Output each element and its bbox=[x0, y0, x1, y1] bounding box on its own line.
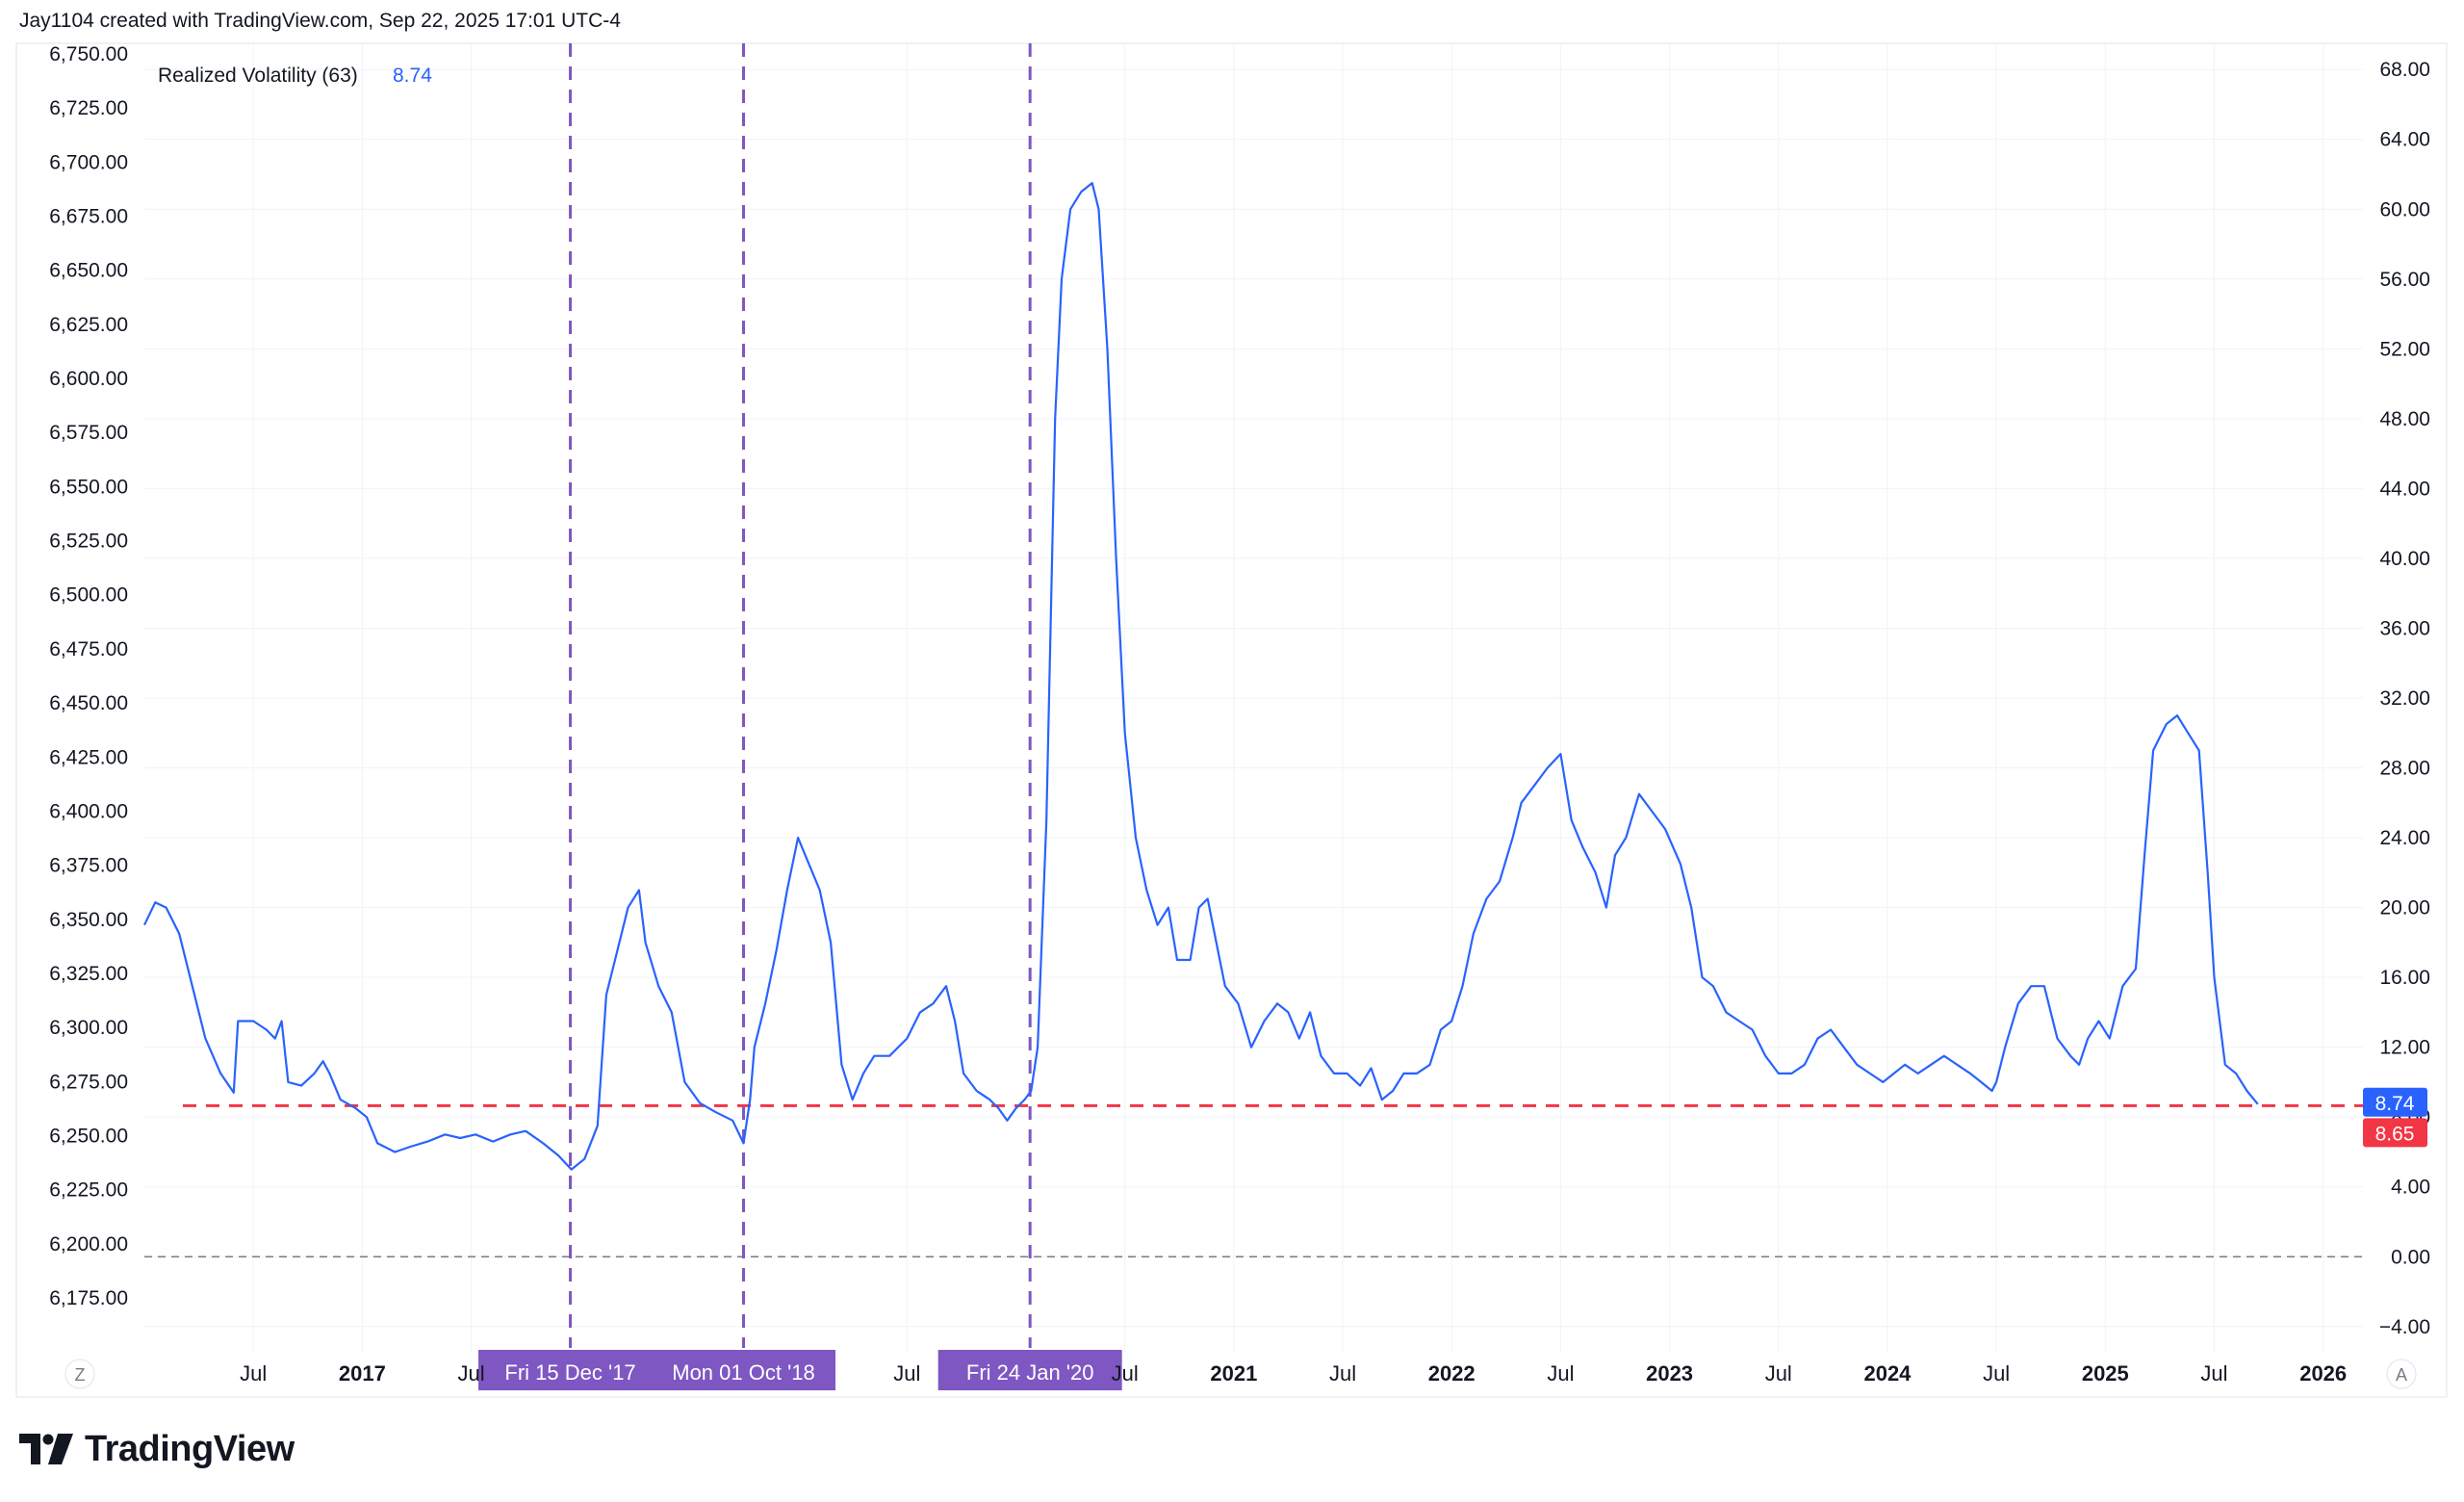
time-axis[interactable]: Jul 2017 Jul Jul Jul 2021 Jul 2022 Jul 2023 Jul 202… bbox=[240, 1361, 2347, 1385]
chart-attribution: Jay1104 created with TradingView.com, Se… bbox=[19, 10, 621, 32]
current-value-badge-label: 8.74 bbox=[2375, 1093, 2415, 1115]
left-axis-tick-label: 6,625.00 bbox=[49, 314, 128, 336]
left-axis-tick-label: 6,375.00 bbox=[49, 855, 128, 877]
tradingview-logo[interactable]: TradingView bbox=[19, 1425, 295, 1473]
time-axis-tick-label: 2023 bbox=[1646, 1361, 1693, 1385]
reference-value-badge-label: 8.65 bbox=[2375, 1123, 2415, 1145]
left-axis-tick-label: 6,350.00 bbox=[49, 909, 128, 931]
grid-lines bbox=[144, 43, 2363, 1353]
chart-canvas[interactable]: Fri 15 Dec '17 Mon 01 Oct '18 Fri 24 Jan '… bbox=[0, 0, 2464, 1415]
zoom-reset-label: Z bbox=[75, 1365, 86, 1385]
left-axis-tick-label: 6,475.00 bbox=[49, 638, 128, 660]
right-axis-tick-label: 68.00 bbox=[2379, 59, 2430, 81]
left-axis-tick-label: 6,250.00 bbox=[49, 1125, 128, 1147]
left-axis-tick-label: 6,225.00 bbox=[49, 1179, 128, 1202]
right-axis-tick-label: 56.00 bbox=[2379, 269, 2430, 291]
right-axis-tick-label: 40.00 bbox=[2379, 548, 2430, 570]
left-axis-tick-label: 6,175.00 bbox=[49, 1287, 128, 1309]
chart-frame bbox=[15, 42, 2448, 1398]
left-axis-tick-label: 6,550.00 bbox=[49, 476, 128, 498]
auto-scale-button[interactable]: A bbox=[2386, 1359, 2417, 1389]
event-marker-label-box bbox=[937, 1350, 1122, 1390]
tradingview-logo-text: TradingView bbox=[85, 1428, 295, 1469]
time-axis-tick-label: Jul bbox=[240, 1361, 267, 1385]
right-price-axis[interactable]: 68.00 64.00 60.00 56.00 52.00 48.00 44.00 40.00… bbox=[2379, 59, 2430, 1338]
right-axis-tick-label: 48.00 bbox=[2379, 408, 2430, 430]
zoom-reset-button[interactable]: Z bbox=[64, 1359, 95, 1389]
left-axis-tick-label: 6,750.00 bbox=[49, 43, 128, 65]
right-axis-tick-label: 60.00 bbox=[2379, 198, 2430, 220]
time-axis-tick-label: Jul bbox=[1547, 1361, 1574, 1385]
left-axis-tick-label: 6,425.00 bbox=[49, 746, 128, 768]
right-axis-tick-label: −4.00 bbox=[2379, 1316, 2430, 1338]
time-axis-tick-label: 2025 bbox=[2082, 1361, 2129, 1385]
auto-scale-label: A bbox=[2396, 1365, 2407, 1385]
left-axis-tick-label: 6,725.00 bbox=[49, 97, 128, 119]
right-axis-tick-label: 12.00 bbox=[2379, 1037, 2430, 1059]
time-axis-tick-label: Jul bbox=[457, 1361, 484, 1385]
left-axis-tick-label: 6,525.00 bbox=[49, 531, 128, 553]
left-axis-tick-label: 6,300.00 bbox=[49, 1017, 128, 1039]
left-axis-tick-label: 6,450.00 bbox=[49, 692, 128, 714]
event-markers: Fri 15 Dec '17 Mon 01 Oct '18 Fri 24 Jan '… bbox=[478, 43, 1122, 1390]
right-axis-tick-label: 24.00 bbox=[2379, 827, 2430, 849]
tradingview-logo-icon bbox=[19, 1434, 73, 1464]
time-axis-tick-label: 2026 bbox=[2299, 1361, 2347, 1385]
time-axis-tick-label: 2021 bbox=[1210, 1361, 1257, 1385]
right-axis-tick-label: 52.00 bbox=[2379, 338, 2430, 360]
time-axis-tick-label: Jul bbox=[1983, 1361, 2010, 1385]
time-axis-tick-label: Jul bbox=[893, 1361, 920, 1385]
left-axis-tick-label: 6,600.00 bbox=[49, 368, 128, 390]
right-axis-tick-label: 36.00 bbox=[2379, 617, 2430, 639]
time-axis-tick-label: Jul bbox=[2200, 1361, 2227, 1385]
price-badges: 8.74 8.65 bbox=[2363, 1087, 2427, 1148]
event-marker-label: Fri 15 Dec '17 bbox=[504, 1360, 635, 1385]
event-marker-label: Fri 24 Jan '20 bbox=[966, 1360, 1094, 1385]
time-axis-tick-label: 2022 bbox=[1428, 1361, 1476, 1385]
indicator-value: 8.74 bbox=[393, 65, 432, 87]
left-axis-tick-label: 6,675.00 bbox=[49, 206, 128, 228]
time-axis-tick-label: Jul bbox=[1112, 1361, 1139, 1385]
time-axis-tick-label: Jul bbox=[1765, 1361, 1792, 1385]
time-axis-tick-label: 2024 bbox=[1863, 1361, 1912, 1385]
right-axis-tick-label: 16.00 bbox=[2379, 967, 2430, 989]
left-axis-tick-label: 6,325.00 bbox=[49, 963, 128, 985]
left-axis-tick-label: 6,400.00 bbox=[49, 800, 128, 822]
time-axis-tick-label: Jul bbox=[1329, 1361, 1356, 1385]
event-marker-label-box bbox=[652, 1350, 836, 1390]
right-axis-tick-label: 44.00 bbox=[2379, 478, 2430, 500]
right-axis-tick-label: 64.00 bbox=[2379, 129, 2430, 151]
left-axis-tick-label: 6,575.00 bbox=[49, 422, 128, 444]
indicator-name[interactable]: Realized Volatility (63) bbox=[158, 65, 358, 87]
left-axis-tick-label: 6,500.00 bbox=[49, 584, 128, 607]
right-axis-tick-label: 28.00 bbox=[2379, 758, 2430, 780]
series-line-realized-volatility[interactable] bbox=[143, 182, 2259, 1171]
left-axis-tick-label: 6,700.00 bbox=[49, 151, 128, 173]
left-axis-tick-label: 6,275.00 bbox=[49, 1071, 128, 1093]
right-axis-tick-label: 4.00 bbox=[2391, 1177, 2430, 1199]
current-value-badge bbox=[2363, 1087, 2427, 1117]
left-price-axis[interactable]: 6,750.00 6,725.00 6,700.00 6,675.00 6,650.00… bbox=[49, 43, 128, 1309]
left-axis-tick-label: 6,650.00 bbox=[49, 260, 128, 282]
event-marker-label-box bbox=[478, 1350, 663, 1390]
reference-value-badge bbox=[2363, 1118, 2427, 1148]
event-marker-label: Mon 01 Oct '18 bbox=[672, 1360, 815, 1385]
right-axis-tick-label: 20.00 bbox=[2379, 897, 2430, 919]
right-axis-tick-label: 32.00 bbox=[2379, 687, 2430, 710]
right-axis-tick-label: 0.00 bbox=[2391, 1246, 2430, 1268]
time-axis-tick-label: 2017 bbox=[339, 1361, 386, 1385]
indicator-legend[interactable]: Realized Volatility (63) 8.74 bbox=[158, 65, 432, 87]
left-axis-tick-label: 6,200.00 bbox=[49, 1233, 128, 1256]
